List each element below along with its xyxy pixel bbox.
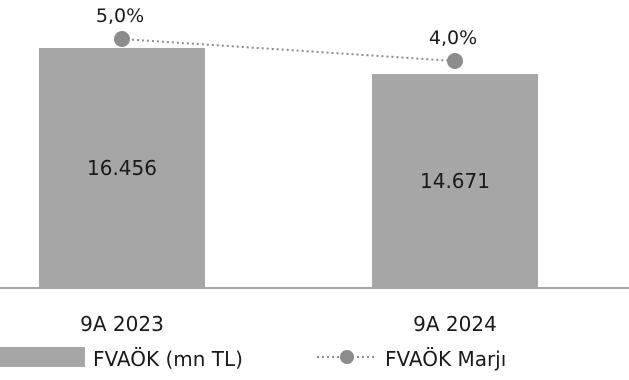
legend-line-marker [340, 350, 354, 364]
bar-2 [372, 74, 538, 289]
legend: FVAÖK (mn TL) FVAÖK Marjı [0, 347, 506, 371]
bars-layer [39, 48, 538, 289]
labels-layer: 16.456 9A 2023 14.671 9A 2024 5,0% 4,0% [80, 5, 497, 336]
bar-value-label-2: 14.671 [420, 169, 490, 193]
margin-line-layer [114, 31, 463, 69]
legend-bar-label: FVAÖK (mn TL) [93, 347, 243, 371]
category-label-2: 9A 2024 [413, 312, 497, 336]
legend-line-label: FVAÖK Marjı [385, 347, 506, 371]
margin-point-1 [114, 31, 130, 47]
margin-value-label-1: 5,0% [96, 5, 144, 27]
margin-value-label-2: 4,0% [429, 27, 477, 49]
category-label-1: 9A 2023 [80, 312, 164, 336]
legend-bar-swatch [0, 347, 85, 367]
bar-value-label-1: 16.456 [87, 156, 157, 180]
margin-point-2 [447, 53, 463, 69]
margin-series-line [121, 38, 456, 62]
bar-1 [39, 48, 205, 288]
